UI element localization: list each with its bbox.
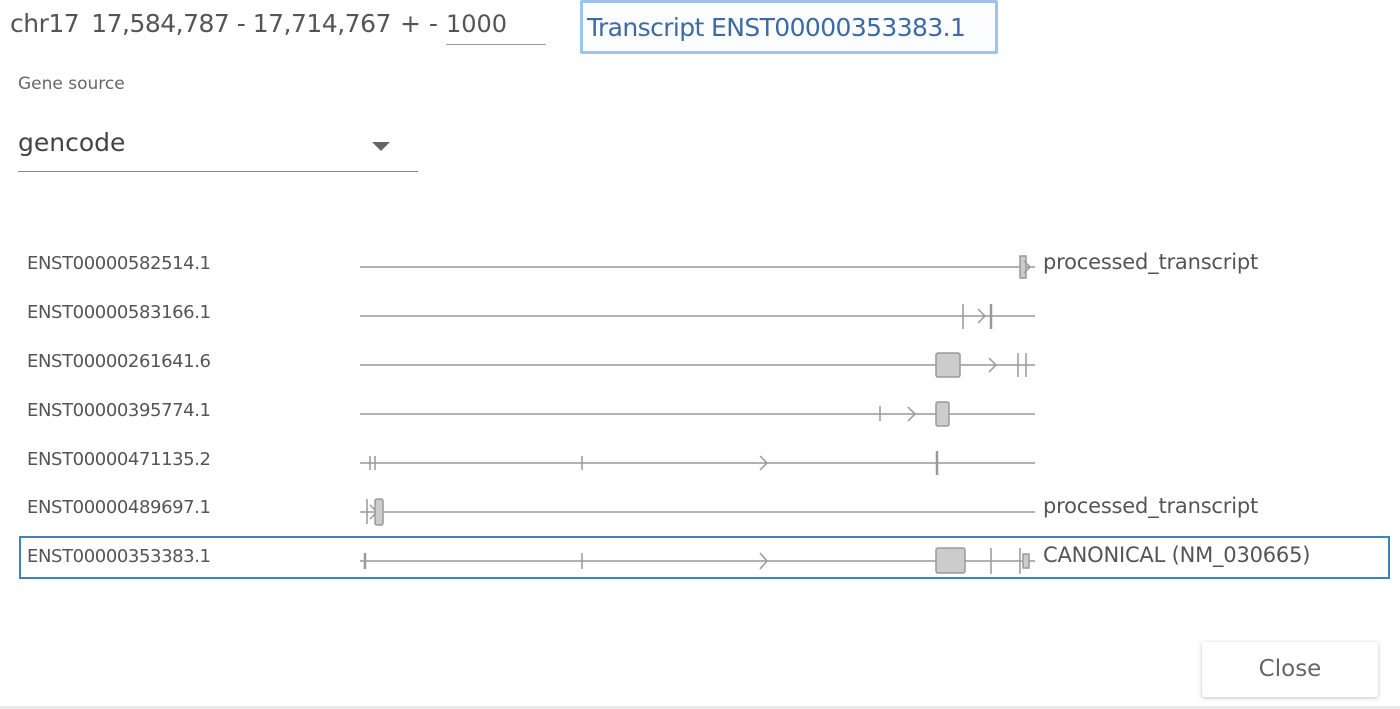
dropdown-arrow-icon [372, 142, 390, 151]
strand-arrow-icon [759, 455, 769, 471]
flank-prefix: + - [400, 9, 438, 38]
transcript-row-2[interactable]: ENST00000261641.6 [27, 351, 211, 372]
transcript-row-1[interactable]: ENST00000583166.1 [27, 302, 211, 323]
strand-arrow-icon [977, 308, 987, 324]
biotype-label-0: processed_transcript [1043, 250, 1259, 274]
locus-range: 17,584,787 - 17,714,767 [91, 9, 391, 38]
strand-arrow-icon [988, 357, 998, 373]
locus-display: chr17 17,584,787 - 17,714,767 [10, 9, 391, 38]
transcript-selector-button[interactable]: Transcript ENST00000353383.1 [580, 0, 998, 54]
exon-block [374, 498, 384, 526]
strand-arrow-icon [907, 406, 917, 422]
top-bar: chr17 17,584,787 - 17,714,767 + - Transcr… [0, 0, 1400, 56]
gene-source-select[interactable]: gencode [18, 122, 418, 172]
exon-block [1019, 255, 1027, 279]
biotype-label-5: processed_transcript [1043, 494, 1259, 518]
exon-block [935, 547, 966, 574]
transcript-row-4[interactable]: ENST00000471135.2 [27, 449, 211, 470]
exon-block [1022, 553, 1030, 569]
close-button[interactable]: Close [1202, 642, 1378, 697]
transcript-panel [0, 56, 1400, 709]
gene-source-value: gencode [18, 128, 126, 157]
chromosome-label: chr17 [10, 9, 80, 38]
gene-source-label: Gene source [18, 74, 125, 94]
selected-transcript-highlight [19, 536, 1390, 579]
strand-arrow-icon [759, 552, 768, 570]
exon-block [935, 401, 950, 427]
transcript-row-6[interactable]: ENST00000353383.1 [27, 546, 211, 567]
exon-block [935, 352, 961, 378]
biotype-label-6: CANONICAL (NM_030665) [1043, 543, 1311, 567]
transcript-row-0[interactable]: ENST00000582514.1 [27, 253, 211, 274]
bottom-strip [0, 706, 1400, 709]
strand-arrow-icon [1023, 260, 1032, 274]
transcript-row-5[interactable]: ENST00000489697.1 [27, 497, 211, 518]
flank-input[interactable] [446, 4, 546, 45]
transcript-row-3[interactable]: ENST00000395774.1 [27, 400, 211, 421]
